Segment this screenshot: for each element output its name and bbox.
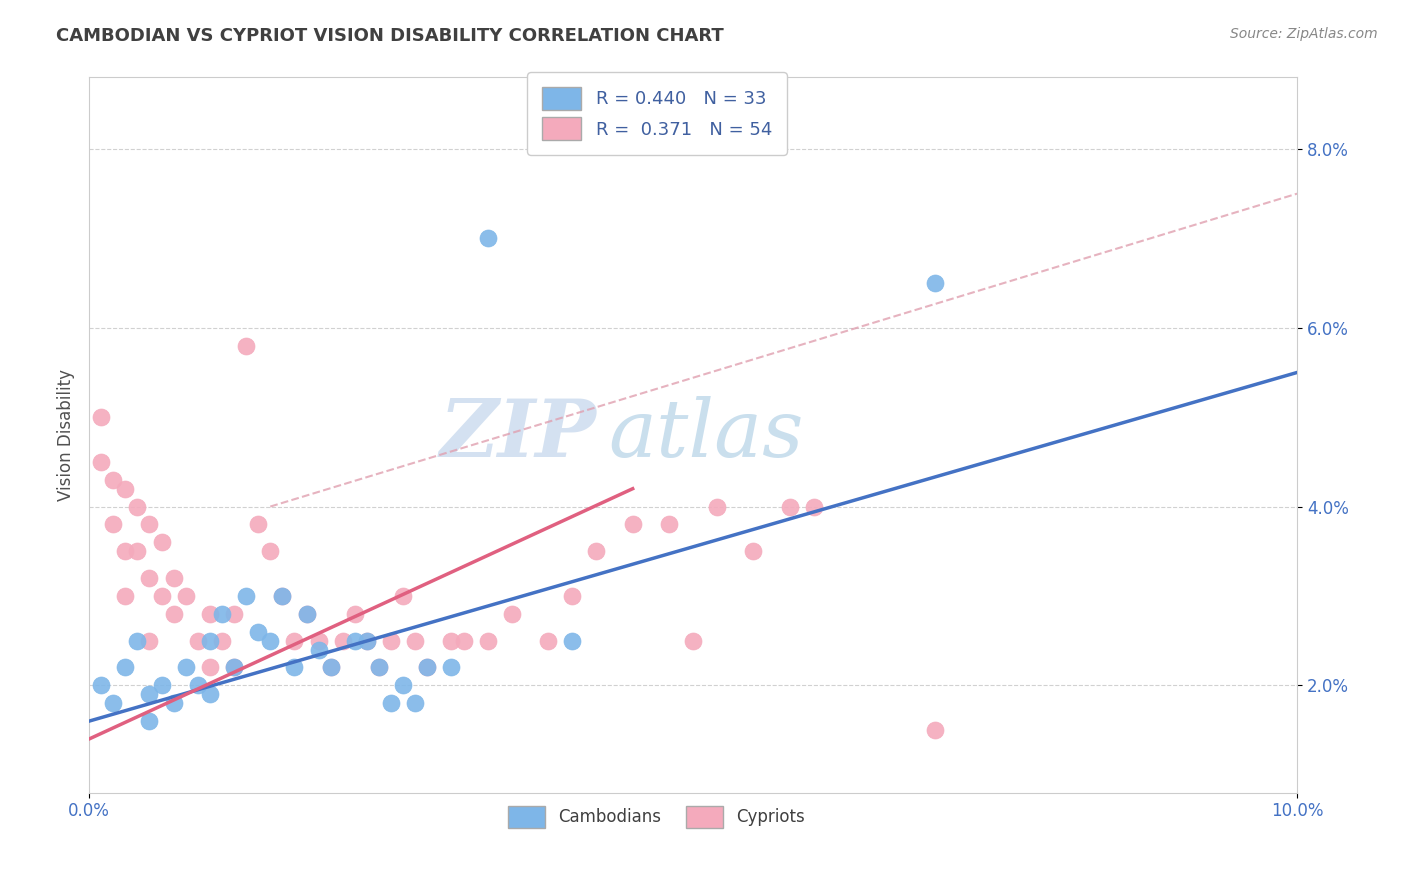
Point [271,589,294,603]
Point [585,544,607,558]
Point [138,633,160,648]
Point [222,660,245,674]
Text: ZIP: ZIP [440,396,596,474]
Point [198,607,221,621]
Point [621,517,644,532]
Point [803,500,825,514]
Point [103,517,125,532]
Point [924,276,946,290]
Point [283,660,305,674]
Point [392,678,415,692]
Text: atlas: atlas [609,396,804,474]
Point [368,660,391,674]
Point [211,633,233,648]
Point [561,589,583,603]
Point [706,500,728,514]
Point [271,589,294,603]
Point [235,589,257,603]
Text: CAMBODIAN VS CYPRIOT VISION DISABILITY CORRELATION CHART: CAMBODIAN VS CYPRIOT VISION DISABILITY C… [56,27,724,45]
Point [440,633,463,648]
Point [150,678,173,692]
Point [440,660,463,674]
Point [501,607,523,621]
Point [211,607,233,621]
Point [404,633,426,648]
Point [295,607,318,621]
Point [416,660,439,674]
Point [295,607,318,621]
Point [187,633,209,648]
Point [343,633,366,648]
Point [380,696,402,710]
Point [247,624,270,639]
Point [150,589,173,603]
Text: Source: ZipAtlas.com: Source: ZipAtlas.com [1230,27,1378,41]
Point [114,660,136,674]
Point [742,544,765,558]
Point [103,696,125,710]
Point [127,633,149,648]
Point [103,473,125,487]
Point [138,714,160,728]
Point [259,544,281,558]
Y-axis label: Vision Disability: Vision Disability [58,369,75,501]
Point [90,678,112,692]
Point [150,535,173,549]
Point [138,517,160,532]
Point [162,607,184,621]
Point [259,633,281,648]
Point [561,633,583,648]
Point [332,633,354,648]
Point [198,660,221,674]
Point [343,607,366,621]
Point [380,633,402,648]
Point [416,660,439,674]
Point [127,544,149,558]
Point [235,338,257,352]
Point [222,607,245,621]
Point [368,660,391,674]
Point [319,660,342,674]
Point [477,633,499,648]
Point [138,571,160,585]
Point [114,482,136,496]
Point [174,660,197,674]
Point [308,642,330,657]
Point [247,517,270,532]
Point [222,660,245,674]
Point [308,633,330,648]
Point [404,696,426,710]
Legend: Cambodians, Cypriots: Cambodians, Cypriots [502,799,811,834]
Point [924,723,946,737]
Point [127,500,149,514]
Point [537,633,560,648]
Point [283,633,305,648]
Point [162,696,184,710]
Point [392,589,415,603]
Point [90,455,112,469]
Point [356,633,378,648]
Point [356,633,378,648]
Point [453,633,475,648]
Point [319,660,342,674]
Point [779,500,801,514]
Point [174,589,197,603]
Point [162,571,184,585]
Point [114,589,136,603]
Point [658,517,681,532]
Point [90,410,112,425]
Point [198,633,221,648]
Point [114,544,136,558]
Point [682,633,704,648]
Point [477,231,499,245]
Point [187,678,209,692]
Point [138,687,160,701]
Point [198,687,221,701]
